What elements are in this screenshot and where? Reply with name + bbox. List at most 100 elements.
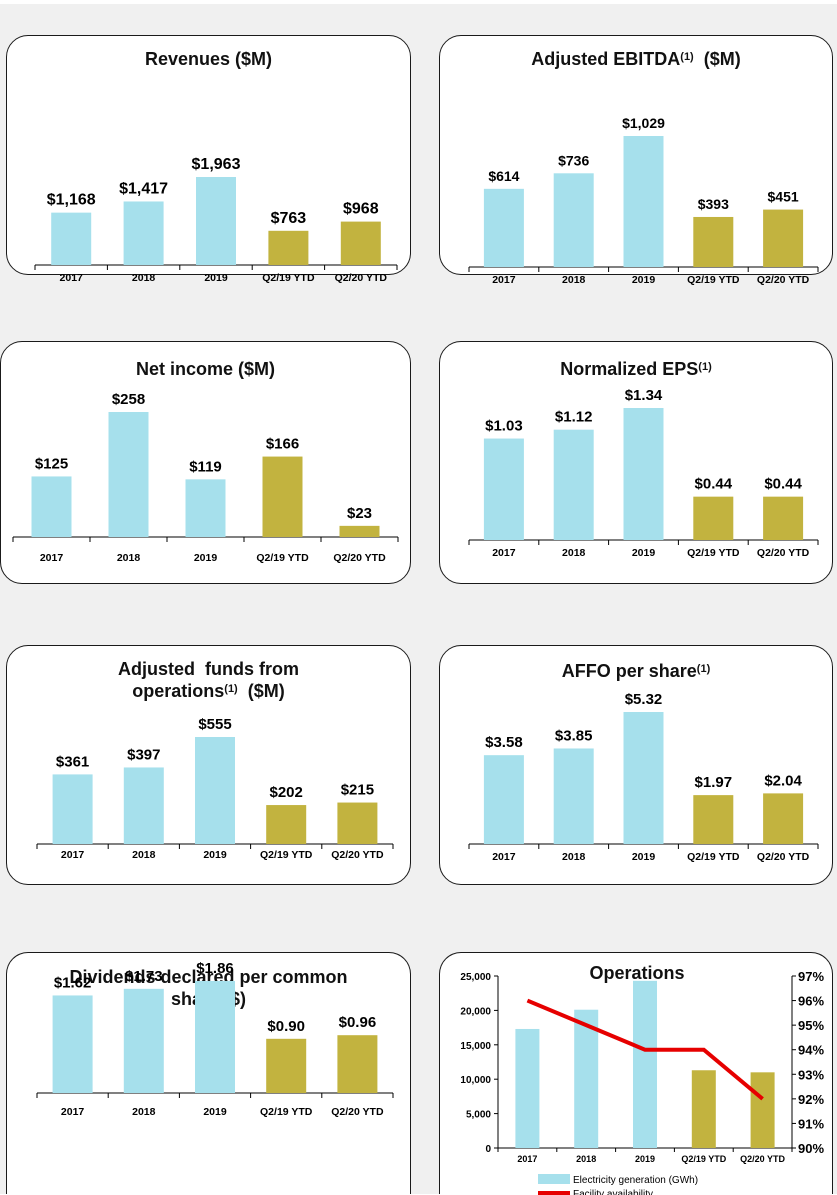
operations-right-tick-label: 94% — [798, 1043, 824, 1058]
net-income-title: Net income ($M) — [11, 358, 400, 380]
dividends-bar — [123, 988, 164, 1093]
affo_per_share-category-label: Q2/20 YTD — [757, 851, 810, 863]
net-income-title-text: Net income ($M) — [135, 359, 276, 379]
eps-title-footnote: (1) — [698, 361, 712, 373]
operations-chart: Operations 0 5,000 10,000 15,000 20,000 25,000… — [460, 963, 824, 1195]
eps-chart: $1.03 2017 $1.12 2018 $1.34 2019 $0.44 Q2/19 YT… — [468, 387, 819, 559]
eps-bar — [483, 438, 524, 540]
operations-left-tick-label: 10,000 — [460, 1075, 491, 1086]
dividends-data-label: $1.86 — [196, 960, 234, 977]
affo-per-share-panel: AFFO per share(1) $3.58 2017 $3.85 2018 $5.3… — [439, 645, 833, 885]
affo_per_share-bar — [623, 712, 664, 844]
affo-panel: Adjusted funds from operations(1) ($M) $… — [6, 645, 411, 885]
affo-per-share-title-text: AFFO per share — [561, 661, 697, 681]
operations-legend-line-label: Facility availability — [573, 1189, 653, 1195]
dividends-bar — [52, 995, 93, 1093]
dividends-category-label: 2017 — [61, 1106, 85, 1118]
ebitda-bar — [763, 209, 804, 267]
revenues-bar — [123, 201, 164, 265]
ebitda-category-label: Q2/20 YTD — [757, 274, 810, 286]
ebitda-panel: Adjusted EBITDA(1) ($M) $614 2017 $736 2018… — [439, 35, 833, 286]
ebitda-data-label: $393 — [698, 196, 729, 212]
operations-availability-line — [526, 998, 764, 1101]
ebitda-bar — [693, 216, 734, 267]
net_income-bar — [31, 476, 72, 537]
dividends-bar — [195, 981, 235, 1093]
dividends-data-label: $0.90 — [267, 1018, 305, 1035]
net_income-data-label: $125 — [35, 455, 68, 472]
operations-legend-bar-swatch — [538, 1174, 570, 1184]
operations-panel: Operations 0 5,000 10,000 15,000 20,000 25,000… — [439, 952, 833, 1195]
ebitda-bar — [483, 188, 524, 267]
affo_per_share-category-label: 2017 — [492, 851, 516, 863]
eps-category-label: Q2/20 YTD — [757, 547, 810, 559]
dividends-category-label: Q2/19 YTD — [260, 1106, 313, 1118]
revenues-data-label: $763 — [271, 210, 307, 227]
ebitda-data-label: $451 — [768, 189, 799, 205]
net-income-chart: $125 2017 $258 2018 $119 2019 $166 Q2/19 YTD $23… — [12, 391, 399, 564]
revenues-category-label: Q2/20 YTD — [335, 272, 388, 284]
affo-category-label: Q2/19 YTD — [260, 849, 313, 861]
operations-generation-bar — [633, 980, 657, 1148]
operations-right-tick-label: 96% — [798, 994, 824, 1009]
ebitda-title-footnote: (1) — [680, 51, 694, 63]
affo-title-line1: Adjusted funds from — [118, 659, 299, 679]
affo-data-label: $361 — [56, 753, 89, 770]
revenues-bar — [51, 212, 92, 265]
net_income-category-label: 2018 — [117, 552, 141, 564]
revenues-data-label: $1,417 — [119, 180, 168, 197]
operations-left-tick-label: 20,000 — [460, 1006, 491, 1017]
affo-bar — [266, 805, 307, 844]
revenues-bar — [196, 177, 236, 265]
affo-bar — [52, 774, 93, 844]
affo-title-footnote: (1) — [224, 683, 238, 695]
net_income-bar — [108, 412, 149, 537]
ebitda-title: Adjusted EBITDA(1) ($M) — [450, 48, 822, 70]
eps-bar — [623, 408, 664, 540]
revenues-panel: Revenues ($M) $1,168 2017 $1,417 2018 $1,963… — [6, 35, 411, 284]
revenues-category-label: 2017 — [60, 272, 84, 284]
affo-data-label: $397 — [127, 746, 160, 763]
ebitda-data-label: $1,029 — [622, 115, 665, 131]
operations-right-tick-label: 95% — [798, 1018, 824, 1033]
affo-chart: $361 2017 $397 2018 $555 2019 $202 Q2/19 YTD $21… — [36, 716, 394, 861]
affo-data-label: $555 — [198, 716, 231, 733]
affo-category-label: Q2/20 YTD — [331, 849, 384, 861]
net_income-data-label: $258 — [112, 391, 145, 408]
operations-legend-bar-label: Electricity generation (GWh) — [573, 1175, 698, 1186]
operations-category-label: Q2/19 YTD — [681, 1154, 726, 1164]
affo-bar — [195, 737, 235, 844]
net_income-category-label: Q2/20 YTD — [333, 552, 386, 564]
dividends-data-label: $1.73 — [125, 968, 163, 985]
affo_per_share-bar — [483, 755, 524, 844]
affo_per_share-bar — [553, 748, 594, 844]
net_income-data-label: $119 — [189, 458, 222, 475]
operations-generation-bar — [691, 1070, 716, 1148]
net_income-data-label: $166 — [266, 436, 299, 453]
affo-bar — [337, 802, 378, 844]
eps-data-label: $1.34 — [625, 387, 663, 404]
net-income-panel: Net income ($M) $125 2017 $258 2018 $119 2019… — [0, 341, 411, 584]
affo_per_share-data-label: $5.32 — [625, 691, 663, 708]
affo_per_share-category-label: Q2/19 YTD — [687, 851, 740, 863]
revenues-data-label: $968 — [343, 201, 379, 218]
eps-panel: Normalized EPS(1) $1.03 2017 $1.12 2018 $1.3… — [439, 341, 833, 584]
affo_per_share-data-label: $2.04 — [764, 772, 802, 789]
ebitda-data-label: $736 — [558, 152, 589, 168]
affo-per-share-title-footnote: (1) — [696, 663, 711, 675]
revenues-chart: $1,168 2017 $1,417 2018 $1,963 2019 $763 Q2/19 … — [34, 156, 398, 284]
revenues-data-label: $1,963 — [192, 156, 241, 173]
dividends-category-label: 2019 — [203, 1106, 227, 1118]
ebitda-category-label: Q2/19 YTD — [687, 274, 740, 286]
eps-category-label: Q2/19 YTD — [687, 547, 740, 559]
operations-generation-bar — [574, 1009, 599, 1148]
dividends-category-label: 2018 — [132, 1106, 156, 1118]
net_income-bar — [262, 456, 303, 537]
dividends-category-label: Q2/20 YTD — [331, 1106, 384, 1118]
eps-title-text: Normalized EPS — [560, 359, 699, 379]
affo-title: Adjusted funds from operations(1) ($M) — [17, 658, 400, 702]
operations-category-label: 2019 — [635, 1154, 655, 1164]
affo-data-label: $202 — [270, 784, 303, 801]
dividends-data-label: $1.62 — [54, 974, 92, 991]
operations-right-tick-label: 90% — [798, 1141, 824, 1156]
